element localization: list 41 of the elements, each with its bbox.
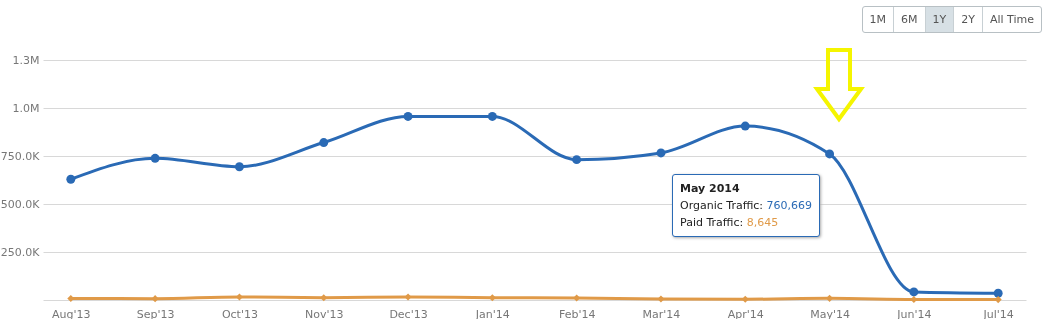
x-tick-label: Jun'14 bbox=[896, 307, 932, 321]
x-tick-label: Nov'13 bbox=[304, 307, 344, 321]
annotation: Paid Traffic: 8,645 bbox=[680, 215, 780, 231]
point bbox=[66, 174, 76, 184]
text: 1Y bbox=[924, 7, 954, 32]
x-tick-label: May'14 bbox=[810, 307, 850, 321]
annotation: May 2014 bbox=[680, 181, 741, 197]
y-tick-label: 1.0M bbox=[12, 101, 40, 115]
point bbox=[404, 293, 412, 301]
x-tick-label: Mar'14 bbox=[642, 307, 681, 321]
point bbox=[657, 295, 665, 303]
point bbox=[572, 155, 582, 165]
text: 2Y bbox=[953, 7, 982, 32]
point bbox=[487, 111, 497, 121]
point bbox=[993, 288, 1003, 298]
x-tick-label: Dec'13 bbox=[389, 307, 428, 321]
point bbox=[234, 162, 244, 172]
x-tick-label: Jan'14 bbox=[474, 307, 510, 321]
y-tick-label: 1.3M bbox=[12, 53, 40, 67]
y-tick-label: 750.0K bbox=[0, 149, 41, 163]
x-tick-label: Oct'13 bbox=[221, 307, 258, 321]
tooltip-box: May 2014 Organic Traffic: 760,669 Paid Traffic: 8,645 bbox=[672, 174, 821, 237]
annotation: Organic Traffic: 760,669 bbox=[680, 198, 813, 214]
point bbox=[319, 138, 329, 148]
point bbox=[151, 295, 159, 303]
x-tick-label: Apr'14 bbox=[727, 307, 764, 321]
x-tick-label: Aug'13 bbox=[52, 307, 91, 321]
y-tick-label: 250.0K bbox=[0, 245, 41, 259]
y-tick-label: 500.0K bbox=[0, 197, 41, 211]
point bbox=[403, 111, 413, 121]
text: 6M bbox=[893, 7, 925, 32]
point bbox=[740, 121, 750, 131]
point bbox=[656, 148, 666, 158]
point bbox=[909, 287, 919, 297]
x-tick-label: Jul'14 bbox=[982, 307, 1014, 321]
point bbox=[825, 149, 835, 159]
x-tick-label: Sep'13 bbox=[136, 307, 175, 321]
x-tick-label: Feb'14 bbox=[558, 307, 596, 321]
text: All Time bbox=[981, 7, 1041, 32]
point bbox=[150, 153, 160, 163]
text: 1M bbox=[868, 12, 887, 28]
